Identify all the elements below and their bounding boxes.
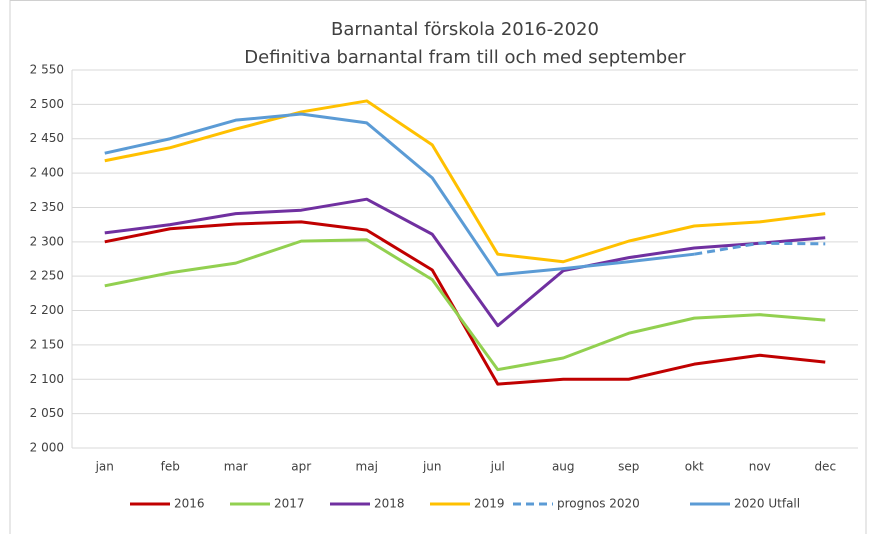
x-tick-label: sep (618, 460, 639, 474)
legend-label: 2018 (374, 497, 405, 511)
legend-label: 2019 (474, 497, 505, 511)
y-tick-label: 2 500 (30, 97, 64, 111)
series-line (104, 238, 826, 372)
series-line (104, 197, 826, 328)
y-tick-label: 2 100 (30, 372, 64, 386)
series-line (694, 241, 826, 256)
legend-label: 2020 Utfall (734, 497, 800, 511)
chart-subtitle: Definitiva barnantal fram till och med s… (244, 47, 686, 68)
y-tick-label: 2 150 (30, 337, 64, 351)
x-tick-label: jan (95, 460, 114, 474)
legend-label: 2016 (174, 497, 205, 511)
x-tick-label: apr (291, 460, 311, 474)
x-tick-label: nov (749, 460, 771, 474)
y-tick-label: 2 350 (30, 200, 64, 214)
x-tick-label: dec (814, 460, 836, 474)
series-line (104, 99, 826, 264)
x-tick-label: feb (161, 460, 180, 474)
y-tick-label: 2 050 (30, 406, 64, 420)
x-tick-label: jul (490, 460, 505, 474)
x-tick-label: maj (356, 460, 378, 474)
series-line (104, 112, 695, 277)
x-tick-label: mar (224, 460, 248, 474)
y-tick-label: 2 450 (30, 131, 64, 145)
y-tick-label: 2 300 (30, 234, 64, 248)
x-tick-label: okt (685, 460, 704, 474)
x-tick-label: aug (552, 460, 575, 474)
legend-label: prognos 2020 (557, 497, 640, 511)
chart-title: Barnantal förskola 2016-2020 (331, 19, 599, 40)
x-tick-label: jun (422, 460, 442, 474)
legend-label: 2017 (274, 497, 305, 511)
chart-frame (9, 0, 867, 534)
y-tick-label: 2 200 (30, 303, 64, 317)
y-tick-label: 2 250 (30, 269, 64, 283)
y-tick-label: 2 400 (30, 166, 64, 180)
y-tick-label: 2 000 (30, 441, 64, 455)
y-tick-label: 2 550 (30, 63, 64, 77)
